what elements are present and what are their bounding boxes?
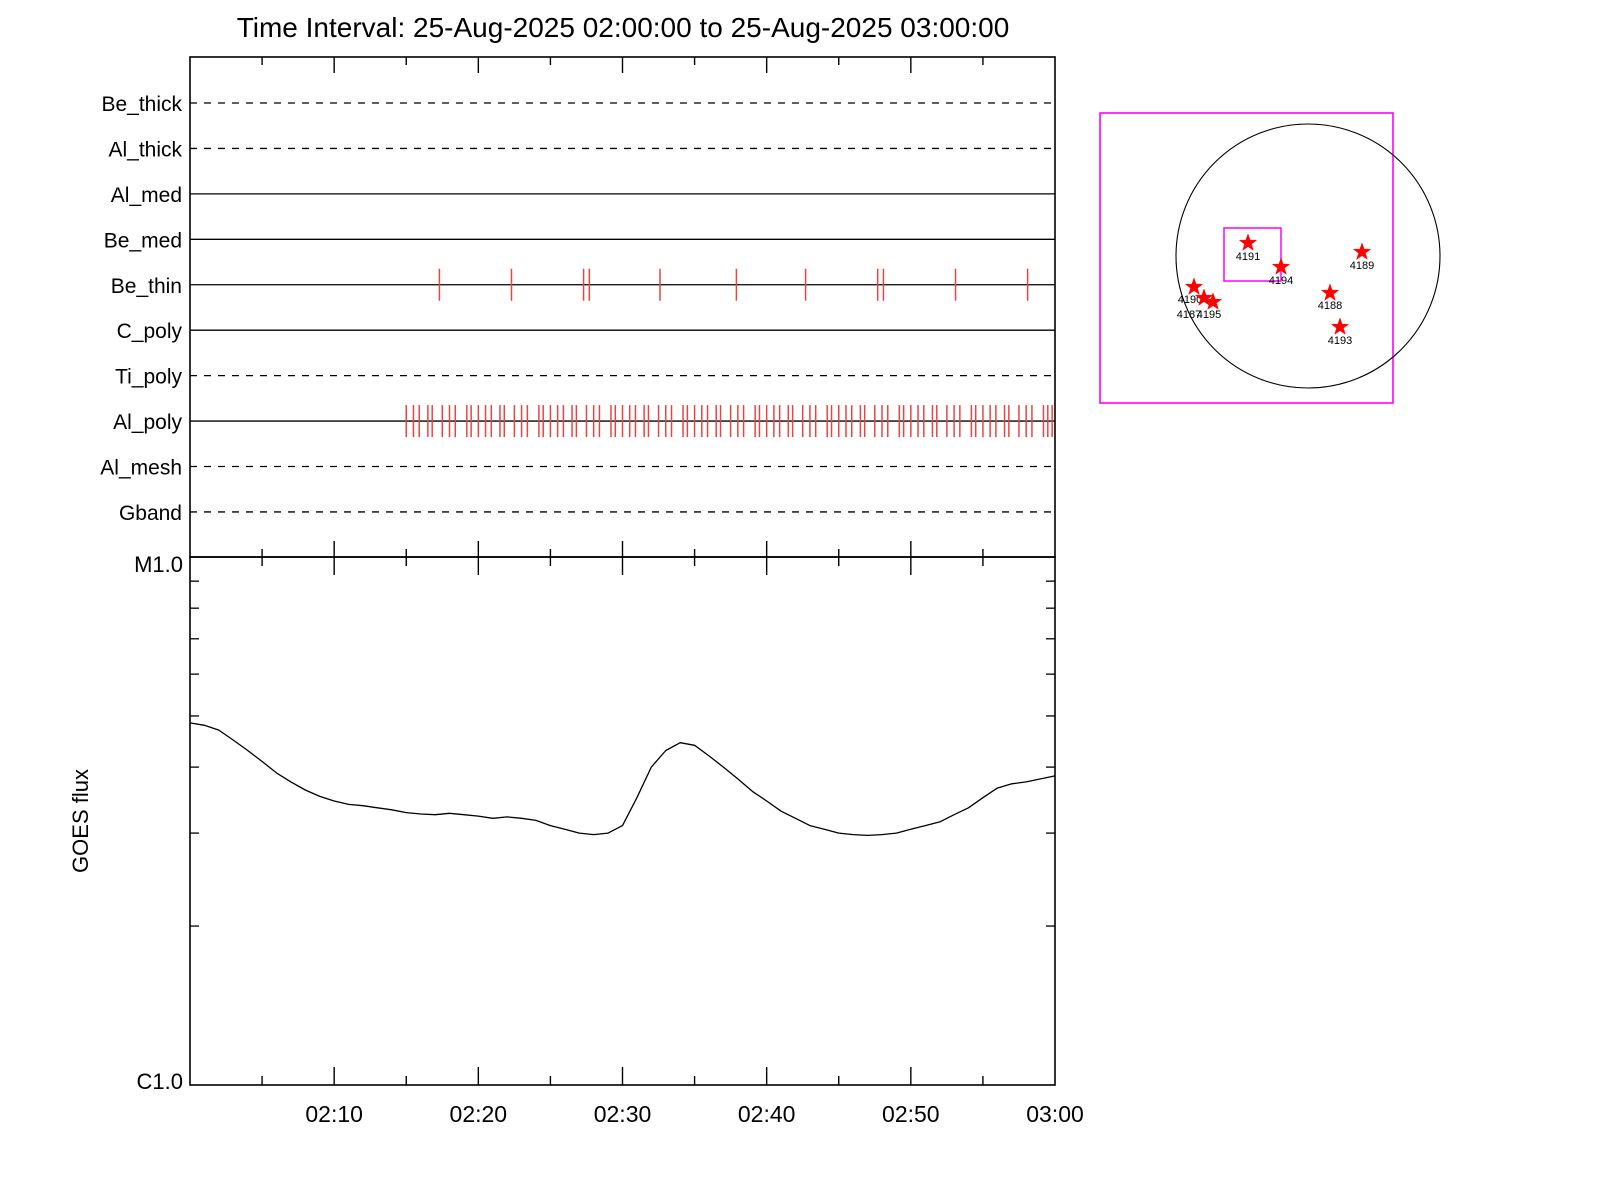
- filter-row-label-Al_thick: Al_thick: [108, 138, 182, 161]
- filter-row-label-Be_thick: Be_thick: [101, 93, 182, 116]
- active-region-star-4193: [1330, 317, 1350, 335]
- active-region-star-4187: [1194, 288, 1214, 306]
- filter-row-label-Be_med: Be_med: [104, 229, 182, 252]
- active-region-star-4194: [1271, 257, 1291, 275]
- active-region-label-4188: 4188: [1318, 300, 1342, 312]
- x-tick-label-02:50: 02:50: [882, 1101, 940, 1127]
- active-region-label-4187: 4187: [1177, 309, 1201, 321]
- solar-disk-circle: [1175, 123, 1441, 389]
- goes-panel-frame: [189, 556, 1056, 1086]
- x-tick-label-02:10: 02:10: [305, 1101, 363, 1127]
- active-region-star-4191: [1238, 233, 1258, 251]
- active-region-label-4195: 4195: [1197, 309, 1221, 321]
- y-axis-title: GOES flux: [68, 769, 93, 873]
- active-region-label-4190: 4190: [1178, 294, 1202, 306]
- fov-target-box-4191: [1223, 227, 1282, 282]
- x-tick-label-02:20: 02:20: [450, 1101, 508, 1127]
- active-region-star-4188: [1320, 283, 1340, 301]
- active-region-label-4194: 4194: [1269, 275, 1293, 287]
- x-tick-label-03:00: 03:00: [1026, 1101, 1084, 1127]
- filter-row-label-Ti_poly: Ti_poly: [115, 366, 182, 389]
- filter-panel-frame: [189, 56, 1056, 558]
- x-tick-label-02:30: 02:30: [594, 1101, 652, 1127]
- active-region-label-4189: 4189: [1350, 260, 1374, 272]
- filter-row-label-C_poly: C_poly: [117, 320, 183, 343]
- fov-outer-box: [1099, 112, 1394, 404]
- filter-row-label-Gband: Gband: [119, 502, 182, 525]
- plot-title: Time Interval: 25-Aug-2025 02:00:00 to 2…: [236, 12, 1010, 43]
- x-tick-label-02:40: 02:40: [738, 1101, 796, 1127]
- active-region-label-4193: 4193: [1328, 335, 1352, 347]
- y-label-M1: M1.0: [134, 552, 183, 577]
- filter-row-label-Be_thin: Be_thin: [111, 275, 182, 298]
- filter-row-label-Al_mesh: Al_mesh: [100, 457, 182, 480]
- goes-flux-curve: [189, 722, 1056, 837]
- active-region-star-4195: [1203, 292, 1223, 310]
- active-region-star-4189: [1352, 242, 1372, 260]
- active-region-label-4191: 4191: [1236, 251, 1260, 263]
- y-label-C1: C1.0: [137, 1069, 183, 1094]
- filter-row-label-Al_poly: Al_poly: [113, 411, 182, 434]
- filter-row-label-Al_med: Al_med: [111, 184, 182, 207]
- active-region-star-4190: [1184, 277, 1204, 295]
